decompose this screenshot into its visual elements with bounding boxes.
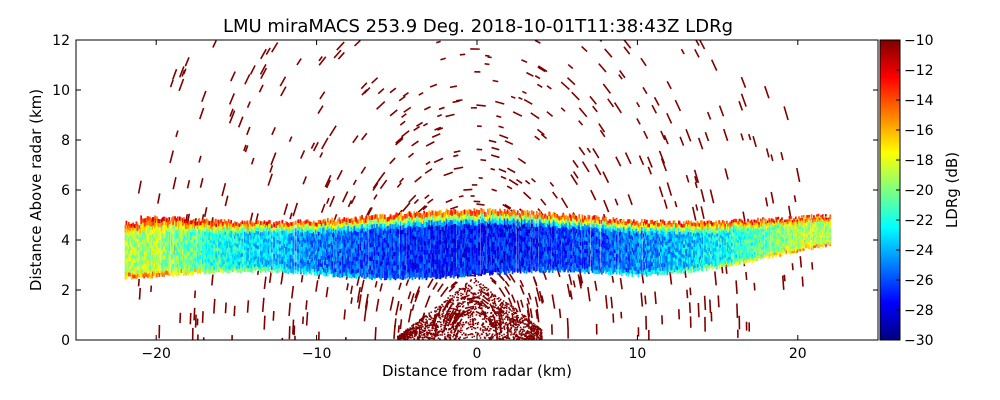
chart-title: LMU miraMACS 253.9 Deg. 2018-10-01T11:38… [223, 16, 733, 37]
y-tick-label: 10 [52, 83, 70, 99]
colorbar-ticks: −30 −28 −26 −24 −22 −20 −18 −16 −14 −12 −10 [896, 33, 934, 349]
y-tick-label: 4 [61, 233, 70, 249]
x-tick-label: 20 [789, 346, 807, 362]
colorbar-tick-label: −30 [904, 333, 934, 349]
colorbar-tick-label: −14 [904, 93, 934, 109]
x-tick-label: −10 [302, 346, 332, 362]
y-axis-label: Distance Above radar (km) [27, 89, 45, 291]
y-tick-label: 6 [61, 183, 70, 199]
colorbar-tick-label: −22 [904, 213, 934, 229]
x-tick-label: −20 [141, 346, 171, 362]
colorbar-tick-label: −24 [904, 243, 934, 259]
colorbar-tick-label: −28 [904, 303, 934, 319]
colorbar-tick-label: −18 [904, 153, 934, 169]
x-tick-label: 10 [628, 346, 646, 362]
y-tick-label: 12 [52, 33, 70, 49]
y-tick-label: 8 [61, 133, 70, 149]
x-tick-label: 0 [473, 346, 482, 362]
y-axis: 0 2 4 6 8 10 12 [52, 33, 878, 349]
colorbar-tick-label: −20 [904, 183, 934, 199]
colorbar-label: LDRg (dB) [943, 152, 961, 228]
x-axis: −20 −10 0 10 20 [141, 40, 807, 362]
radar-data-layer [124, 40, 832, 340]
colorbar-tick-label: −26 [904, 273, 934, 289]
y-tick-label: 0 [61, 333, 70, 349]
colorbar-tick-label: −10 [904, 33, 934, 49]
colorbar: −30 −28 −26 −24 −22 −20 −18 −16 −14 −12 −10 LDRg (… [879, 33, 961, 349]
x-axis-label: Distance from radar (km) [382, 362, 572, 380]
colorbar-tick-label: −16 [904, 123, 934, 139]
plot-background [76, 40, 878, 340]
plot-area [75, 39, 879, 341]
y-tick-label: 2 [61, 283, 70, 299]
colorbar-tick-label: −12 [904, 63, 934, 79]
